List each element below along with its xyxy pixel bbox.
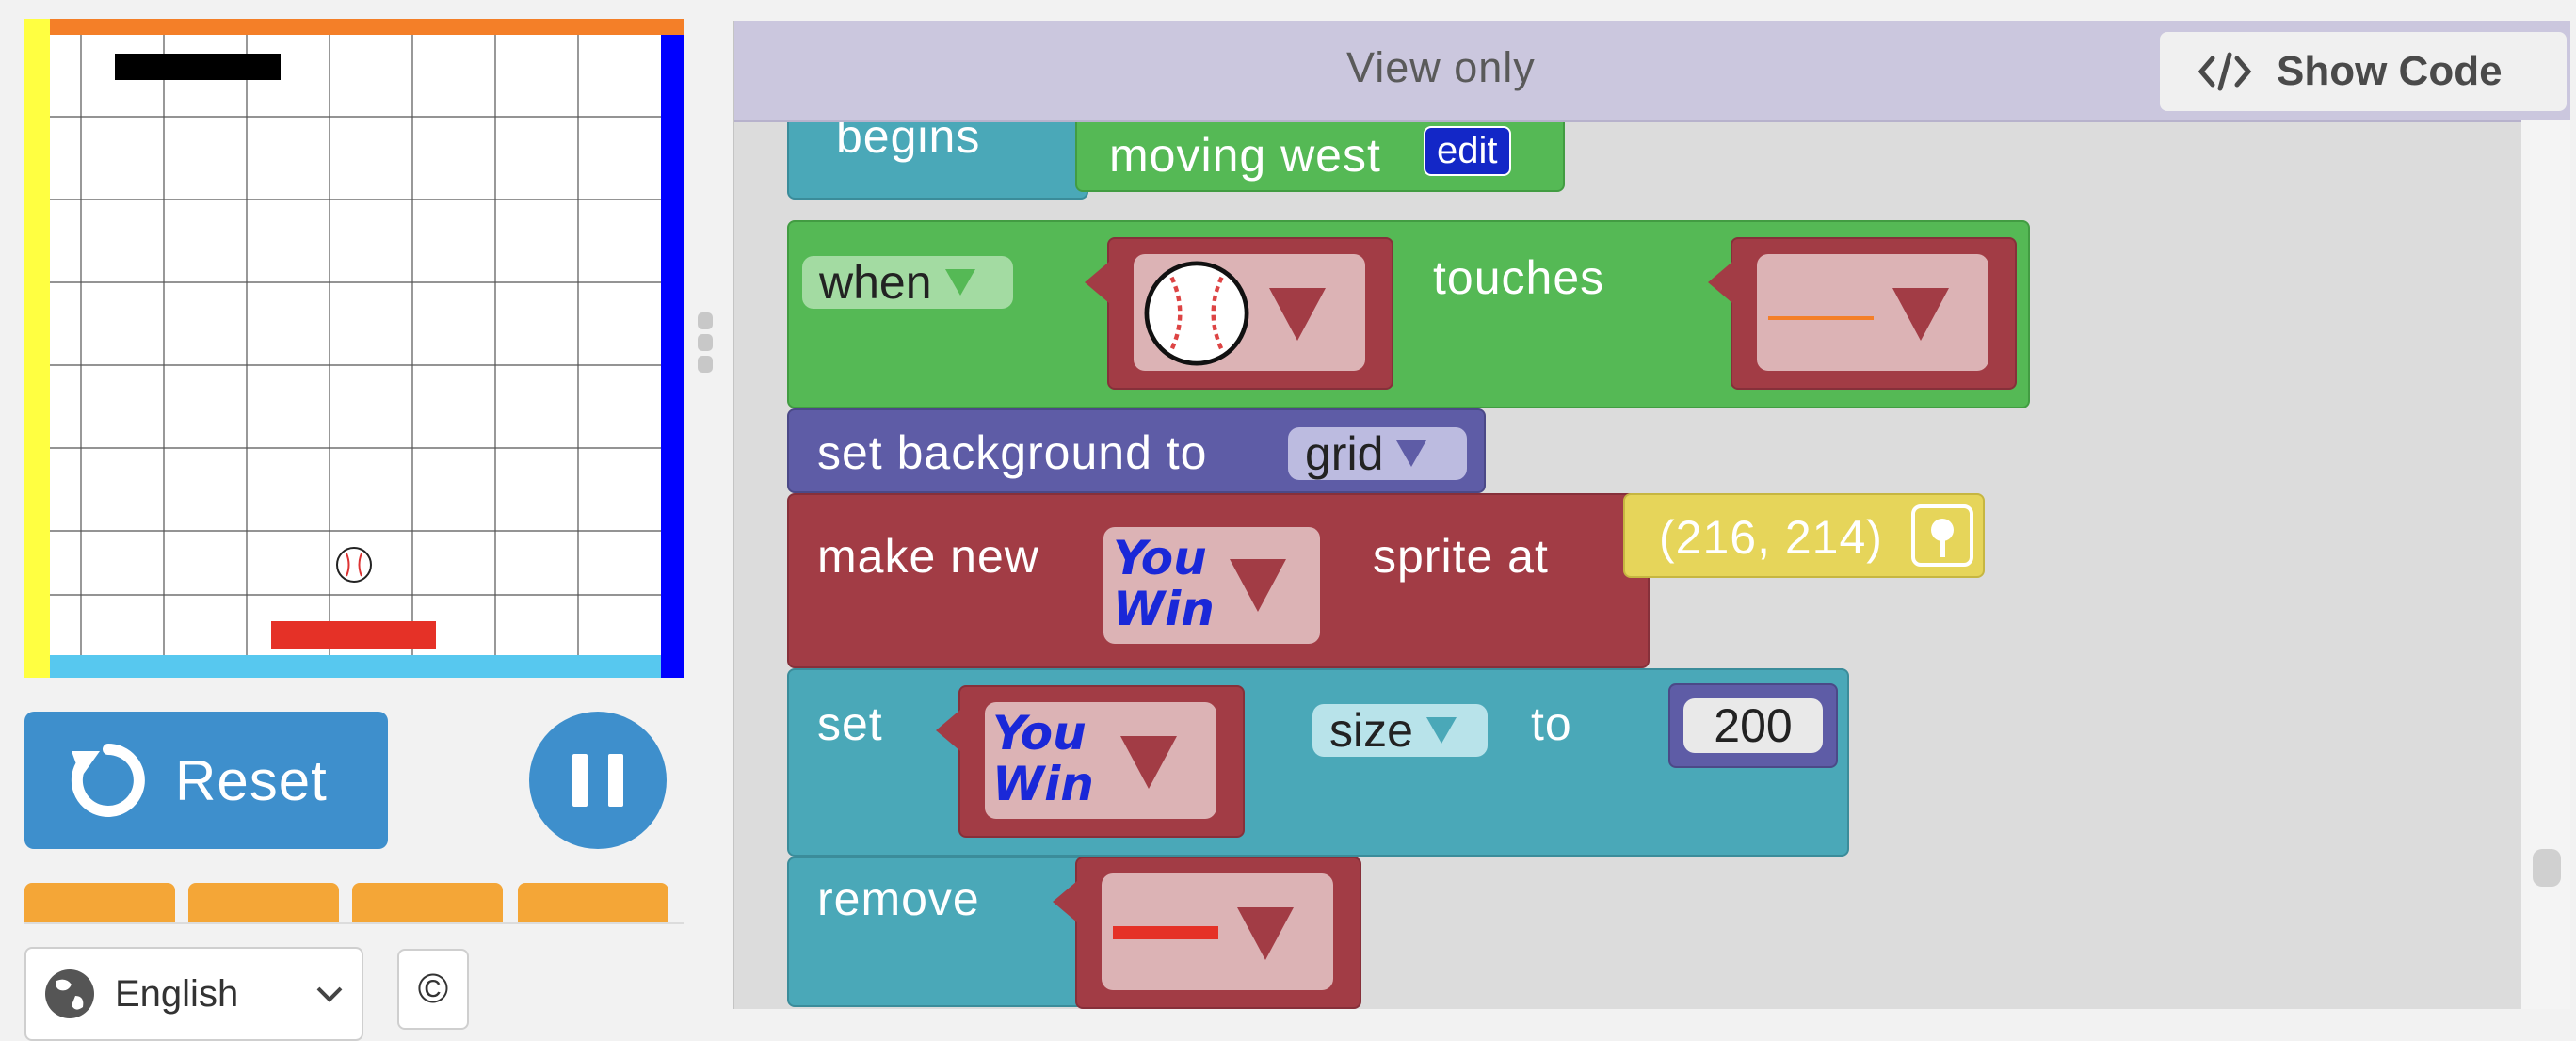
chevron-down-icon — [1237, 907, 1294, 960]
grid-dropdown[interactable]: grid — [1288, 427, 1467, 480]
copyright-button[interactable]: © — [397, 949, 469, 1030]
chevron-down-icon — [1425, 717, 1457, 744]
chevron-down-icon — [316, 986, 343, 1002]
remove-block[interactable]: remove — [787, 857, 1098, 1007]
copyright-icon: © — [417, 966, 449, 1012]
red-line-sprite-thumb — [1113, 926, 1218, 939]
reset-icon — [71, 744, 145, 817]
sprite-picker-you-win[interactable]: You Win — [936, 685, 1245, 838]
chevron-down-icon — [1269, 288, 1326, 341]
when-touches-event-block[interactable]: when touches — [787, 220, 2030, 408]
pause-button[interactable] — [529, 712, 667, 849]
black-bar-sprite — [115, 54, 281, 80]
moving-west-label: moving west — [1109, 129, 1381, 182]
make-new-sprite-block[interactable]: make new You Win sprite at — [787, 493, 1650, 668]
reset-button[interactable]: Reset — [24, 712, 388, 849]
remove-label: remove — [817, 873, 980, 925]
tab-button-2[interactable] — [188, 883, 339, 922]
bottom-wall-sprite — [50, 655, 661, 678]
reset-label: Reset — [175, 748, 328, 812]
to-label: to — [1531, 697, 1572, 750]
you-win-sprite-thumb: You Win — [992, 706, 1094, 811]
you-win-sprite-thumb: You Win — [1113, 531, 1215, 636]
globe-icon — [45, 969, 94, 1018]
chevron-down-icon — [1396, 440, 1427, 467]
tab-button-4[interactable] — [518, 883, 668, 922]
touches-label: touches — [1433, 251, 1605, 304]
left-wall-sprite — [24, 19, 50, 678]
tab-button-3[interactable] — [352, 883, 503, 922]
size-value-block[interactable]: 200 — [1668, 683, 1838, 768]
divider — [24, 922, 684, 924]
pause-icon — [572, 754, 588, 807]
show-code-button[interactable]: Show Code — [2160, 32, 2567, 111]
game-stage[interactable] — [24, 19, 684, 678]
location-pin-icon[interactable] — [1911, 504, 1973, 567]
sprite-at-label: sprite at — [1373, 530, 1549, 583]
top-wall-sprite — [24, 19, 684, 35]
chevron-down-icon — [1120, 736, 1177, 789]
orange-line-sprite-thumb — [1768, 316, 1874, 320]
language-label: English — [115, 972, 239, 1015]
baseball-icon — [1144, 261, 1249, 366]
scrollbar-thumb[interactable] — [2533, 849, 2561, 887]
language-select[interactable]: English — [24, 947, 363, 1041]
size-dropdown[interactable]: size — [1312, 704, 1488, 757]
block-workspace[interactable]: begins moving west edit when touches — [733, 21, 2570, 1009]
edit-button[interactable]: edit — [1424, 126, 1511, 176]
size-value: 200 — [1714, 699, 1793, 752]
chevron-down-icon — [1892, 288, 1949, 341]
panel-resize-handle[interactable] — [698, 312, 715, 378]
make-new-label: make new — [817, 530, 1039, 583]
moving-west-behavior[interactable]: moving west edit — [1075, 115, 1565, 192]
grid-label: grid — [1305, 427, 1384, 480]
size-value-input[interactable]: 200 — [1683, 698, 1823, 753]
paddle-sprite — [271, 621, 436, 649]
show-code-label: Show Code — [2277, 48, 2503, 94]
set-property-block[interactable]: set You Win size to 200 — [787, 668, 1849, 857]
view-only-label: View only — [1346, 43, 1536, 91]
background-grid — [24, 19, 684, 678]
code-icon — [2198, 52, 2252, 91]
coordinate-label: (216, 214) — [1659, 511, 1883, 564]
set-background-block[interactable]: set background to grid — [787, 408, 1486, 493]
sprite-picker-red-line[interactable] — [1053, 857, 1361, 1009]
workspace-header: View only Show Code — [734, 21, 2570, 122]
sprite-picker-orange-line[interactable] — [1708, 237, 2017, 390]
sprite-picker-baseball[interactable] — [1085, 237, 1393, 390]
chevron-down-icon — [944, 269, 975, 296]
size-label: size — [1329, 704, 1413, 757]
tab-button-1[interactable] — [24, 883, 175, 922]
when-dropdown[interactable]: when — [802, 256, 1013, 309]
set-label: set — [817, 697, 883, 750]
right-wall-sprite — [661, 35, 684, 678]
chevron-down-icon — [1230, 559, 1286, 612]
set-background-label: set background to — [817, 426, 1208, 479]
location-block[interactable]: (216, 214) — [1623, 493, 1985, 578]
when-label: when — [819, 256, 932, 309]
baseball-icon — [336, 547, 372, 583]
